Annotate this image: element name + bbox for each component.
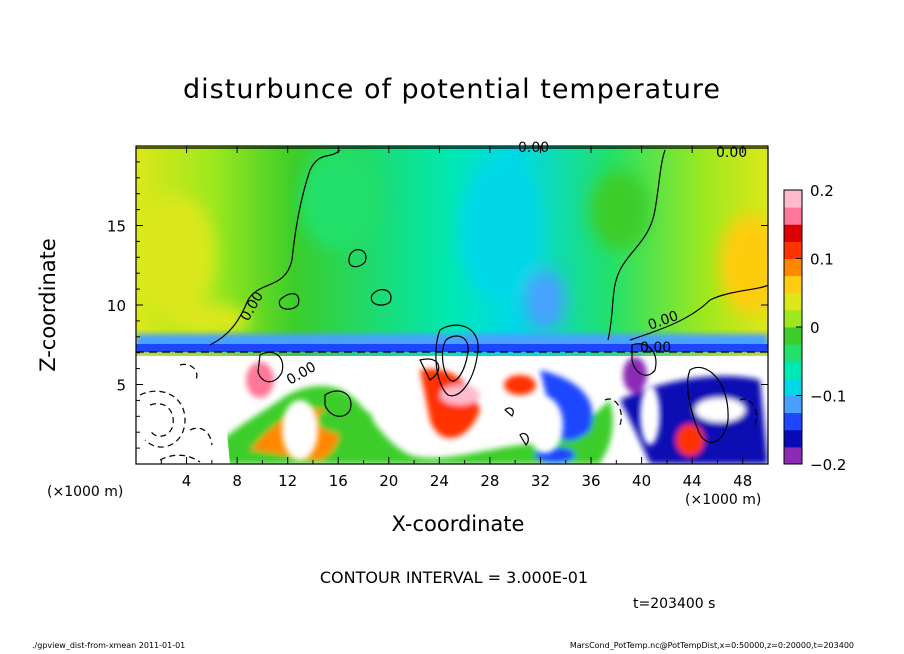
x-tick-label: 20 bbox=[379, 472, 398, 490]
y-axis-ticks: 5 10 15 bbox=[107, 161, 768, 449]
colorbar-swatch bbox=[784, 378, 802, 396]
colorbar-swatch bbox=[784, 327, 802, 345]
colorbar-swatch bbox=[784, 361, 802, 379]
colorbar-swatch bbox=[784, 241, 802, 259]
contour-label: 0.00 bbox=[716, 145, 747, 161]
contour-label: 0.00 bbox=[518, 140, 549, 156]
footer-right: MarsCond_PotTemp.nc@PotTempDist,x=0:5000… bbox=[569, 641, 854, 650]
x-unit-label-right: (×1000 m) bbox=[685, 492, 762, 508]
contour-lines bbox=[136, 147, 768, 447]
colorbar-tick-label: −0.1 bbox=[810, 388, 846, 406]
negative-contours bbox=[139, 363, 757, 463]
x-tick-label: 48 bbox=[733, 472, 752, 490]
x-tick-label: 32 bbox=[531, 472, 550, 490]
colorbar-swatch bbox=[784, 309, 802, 328]
x-tick-label: 16 bbox=[329, 472, 348, 490]
colorbar-swatch bbox=[784, 446, 802, 465]
x-tick-label: 36 bbox=[581, 472, 600, 490]
colorbar-swatch bbox=[784, 207, 802, 225]
x-unit-label-left: (×1000 m) bbox=[47, 484, 124, 500]
colorbar-swatch bbox=[784, 429, 802, 448]
colorbar-swatch bbox=[784, 190, 802, 208]
colorbar-swatch bbox=[784, 395, 802, 414]
contour-interval-label: CONTOUR INTERVAL = 3.000E-01 bbox=[319, 568, 589, 587]
colorbar-tick-label: 0.1 bbox=[810, 251, 834, 269]
y-tick-label: 10 bbox=[107, 297, 126, 315]
colorbar-swatch bbox=[784, 275, 802, 294]
y-tick-label: 15 bbox=[107, 218, 126, 236]
colorbar-tick-label: 0 bbox=[810, 319, 820, 337]
x-axis-label: X-coordinate bbox=[391, 512, 525, 536]
x-tick-label: 44 bbox=[683, 472, 702, 490]
x-tick-label: 28 bbox=[480, 472, 499, 490]
colorbar-swatch bbox=[784, 412, 802, 431]
footer-left: ./gpview_dist-from-xmean 2011-01-01 bbox=[32, 641, 186, 650]
potential-temperature-field bbox=[136, 146, 768, 464]
colorbar-tick-label: 0.2 bbox=[810, 182, 834, 200]
x-tick-label: 40 bbox=[632, 472, 651, 490]
contour-label: 0.00 bbox=[640, 340, 671, 356]
x-tick-label: 24 bbox=[430, 472, 449, 490]
colorbar-swatch bbox=[784, 344, 802, 362]
time-label: t=203400 s bbox=[633, 596, 716, 612]
colorbar-swatch bbox=[784, 292, 802, 311]
x-tick-label: 12 bbox=[278, 472, 297, 490]
colorbar: 0.2 0.1 0 −0.1 −0.2 bbox=[783, 182, 846, 474]
colorbar-swatch bbox=[784, 224, 802, 242]
chart-title: disturbunce of potential temperature bbox=[183, 74, 721, 105]
x-tick-label: 8 bbox=[232, 472, 242, 490]
colorbar-swatch bbox=[784, 258, 802, 277]
x-tick-label: 4 bbox=[182, 472, 192, 490]
y-tick-label: 5 bbox=[116, 377, 126, 395]
x-axis-ticks: 4 8 12 16 20 24 28 32 36 40 44 48 bbox=[160, 146, 752, 490]
colorbar-tick-label: −0.2 bbox=[810, 456, 846, 474]
